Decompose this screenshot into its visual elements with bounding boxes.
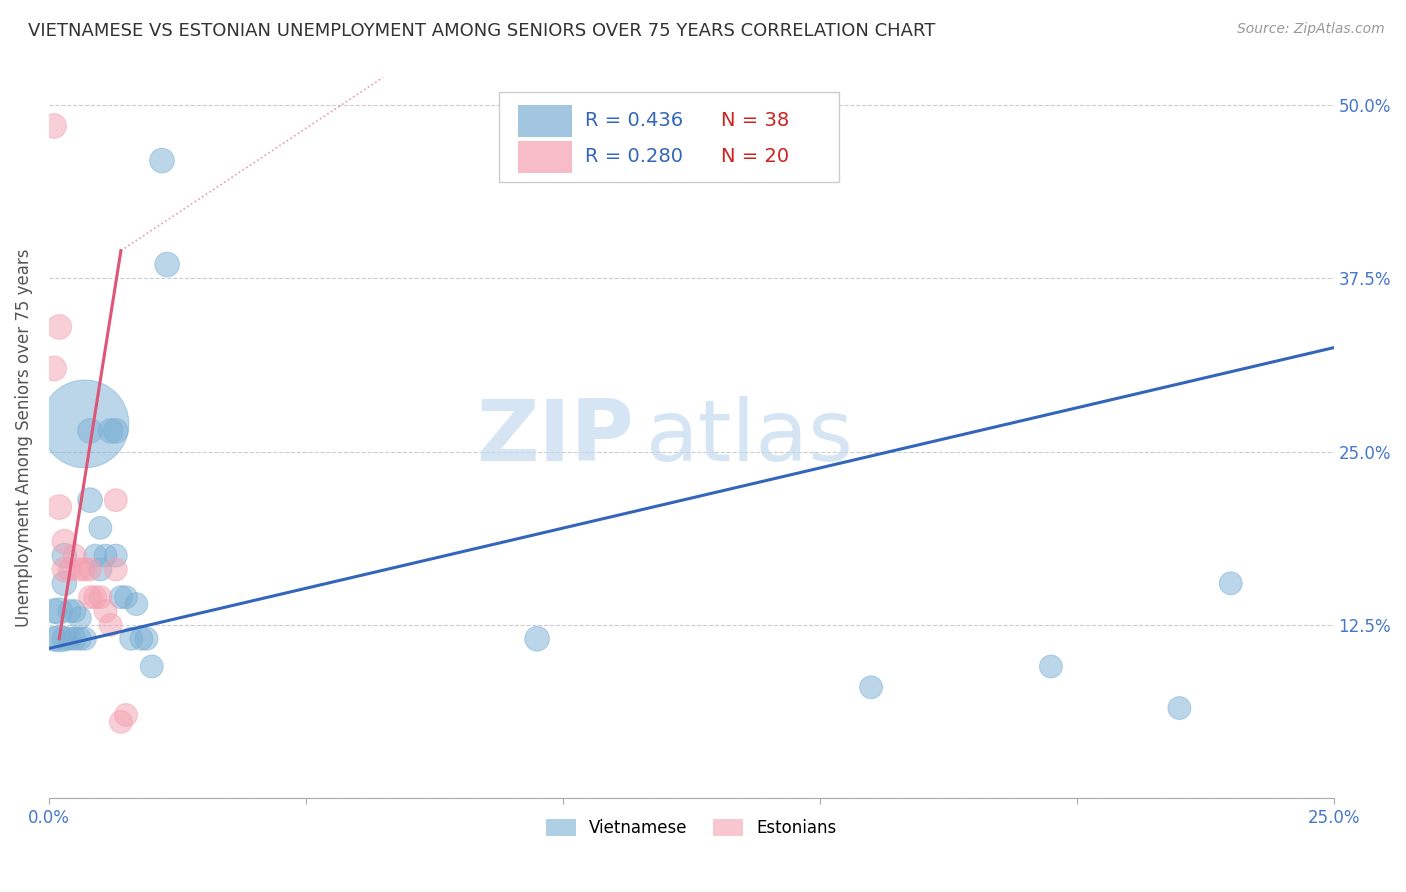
Point <box>125 597 148 611</box>
Point <box>58 562 80 576</box>
Point <box>48 500 70 514</box>
Point <box>53 534 76 549</box>
Point <box>94 604 117 618</box>
Y-axis label: Unemployment Among Seniors over 75 years: Unemployment Among Seniors over 75 years <box>15 249 32 627</box>
Point <box>104 424 127 438</box>
Point <box>63 632 86 646</box>
Point <box>89 590 111 604</box>
Point <box>42 361 65 376</box>
Legend: Vietnamese, Estonians: Vietnamese, Estonians <box>540 813 844 844</box>
Text: Source: ZipAtlas.com: Source: ZipAtlas.com <box>1237 22 1385 37</box>
Point <box>115 590 138 604</box>
Point <box>100 424 122 438</box>
Point <box>69 611 91 625</box>
Point <box>63 549 86 563</box>
Point <box>110 714 132 729</box>
Point <box>73 417 96 431</box>
Point <box>73 632 96 646</box>
Point <box>58 632 80 646</box>
Point <box>526 632 548 646</box>
Point <box>156 258 179 272</box>
Point <box>58 604 80 618</box>
Point <box>84 590 107 604</box>
Point <box>120 632 142 646</box>
Point <box>42 632 65 646</box>
Point <box>53 562 76 576</box>
Point <box>48 319 70 334</box>
Point <box>63 604 86 618</box>
Point <box>84 549 107 563</box>
Point <box>1168 701 1191 715</box>
Point <box>1039 659 1062 673</box>
Text: N = 20: N = 20 <box>721 147 789 166</box>
Point <box>42 119 65 133</box>
Point <box>94 549 117 563</box>
Point <box>69 632 91 646</box>
Point <box>860 680 883 694</box>
Point <box>73 562 96 576</box>
FancyBboxPatch shape <box>517 141 572 172</box>
Point <box>69 562 91 576</box>
Point <box>89 562 111 576</box>
Point <box>53 632 76 646</box>
Point <box>1219 576 1241 591</box>
Point <box>135 632 157 646</box>
Point <box>79 424 101 438</box>
Text: R = 0.280: R = 0.280 <box>585 147 683 166</box>
Text: R = 0.436: R = 0.436 <box>585 112 683 130</box>
Point <box>79 493 101 508</box>
Point <box>150 153 173 168</box>
Point <box>104 493 127 508</box>
Text: atlas: atlas <box>647 396 855 479</box>
FancyBboxPatch shape <box>517 105 572 136</box>
Point <box>89 521 111 535</box>
FancyBboxPatch shape <box>499 92 839 182</box>
Point <box>53 576 76 591</box>
Text: ZIP: ZIP <box>475 396 634 479</box>
Point <box>131 632 153 646</box>
Text: N = 38: N = 38 <box>721 112 789 130</box>
Point <box>42 604 65 618</box>
Point <box>48 604 70 618</box>
Point <box>100 618 122 632</box>
Point <box>104 549 127 563</box>
Point <box>141 659 163 673</box>
Point <box>104 562 127 576</box>
Point <box>48 632 70 646</box>
Point <box>79 562 101 576</box>
Text: VIETNAMESE VS ESTONIAN UNEMPLOYMENT AMONG SENIORS OVER 75 YEARS CORRELATION CHAR: VIETNAMESE VS ESTONIAN UNEMPLOYMENT AMON… <box>28 22 935 40</box>
Point <box>110 590 132 604</box>
Point <box>115 708 138 723</box>
Point <box>53 549 76 563</box>
Point <box>79 590 101 604</box>
